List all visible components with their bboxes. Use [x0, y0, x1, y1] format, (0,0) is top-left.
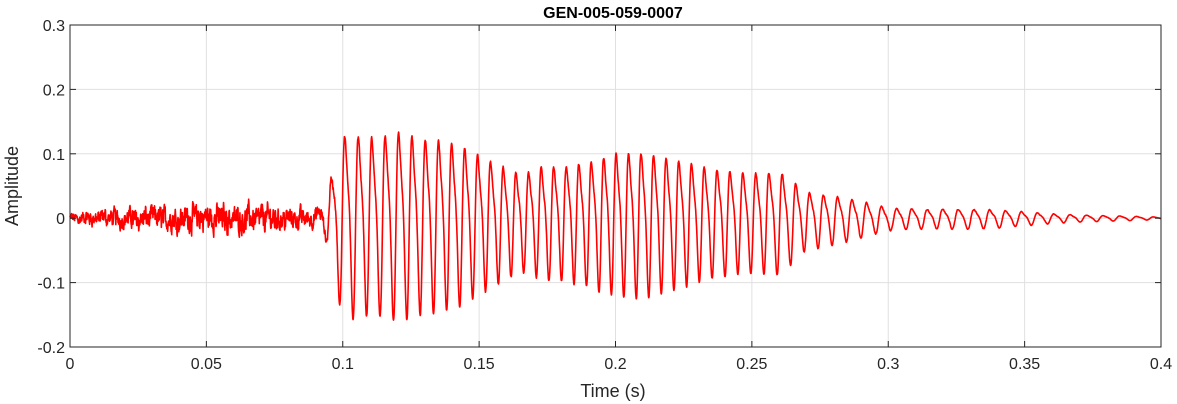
y-axis: -0.2 -0.1 0 0.1 0.2 0.3 — [37, 18, 1161, 357]
chart-title: GEN-005-059-0007 — [543, 5, 683, 22]
x-tick-label-5: 0.25 — [736, 356, 767, 373]
y-tick-label-2: 0 — [56, 211, 65, 228]
x-tick-label-3: 0.15 — [464, 356, 495, 373]
x-tick-label-0: 0 — [66, 356, 75, 373]
x-tick-label-2: 0.1 — [332, 356, 354, 373]
x-axis: 0 0.05 0.1 0.15 0.2 0.25 0.3 0.35 0.4 — [66, 25, 1172, 373]
y-tick-label-0: -0.2 — [37, 340, 65, 357]
series-line-0 — [69, 131, 1162, 321]
x-axis-label: Time (s) — [580, 381, 645, 401]
x-tick-label-7: 0.35 — [1009, 356, 1040, 373]
x-tick-label-6: 0.3 — [877, 356, 899, 373]
x-tick-label-8: 0.4 — [1150, 356, 1172, 373]
y-axis-label: Amplitude — [2, 146, 22, 226]
x-tick-label-4: 0.2 — [604, 356, 626, 373]
y-tick-label-3: 0.1 — [43, 147, 65, 164]
y-tick-label-5: 0.3 — [43, 18, 65, 35]
y-tick-label-1: -0.1 — [37, 276, 65, 293]
y-tick-label-4: 0.2 — [43, 82, 65, 99]
series-layer — [69, 131, 1162, 321]
x-tick-label-1: 0.05 — [191, 356, 222, 373]
